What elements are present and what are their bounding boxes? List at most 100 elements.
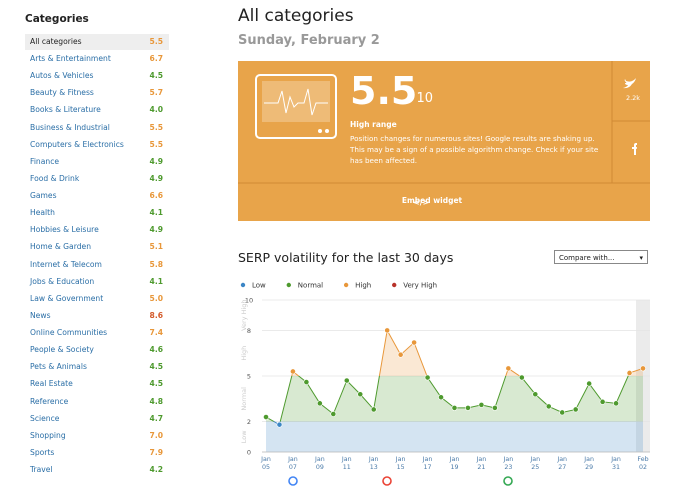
facebook-icon[interactable] <box>632 143 637 155</box>
category-score: 5.7 <box>149 88 163 98</box>
y-tick-label: 10 <box>245 297 253 305</box>
category-row[interactable]: Finance 4.9 <box>25 154 169 170</box>
y-tick-label: 5 <box>247 373 251 381</box>
category-row[interactable]: All categories 5.5 <box>25 34 169 50</box>
x-tick-label: Jan 11 <box>341 456 352 471</box>
point <box>572 406 579 413</box>
category-name: Pets & Animals <box>30 362 87 372</box>
y-tick-label: 0 <box>247 449 251 457</box>
category-name: Arts & Entertainment <box>30 54 111 64</box>
x-tick-label: Jan 07 <box>288 456 298 471</box>
x-tick-label: Jan 29 <box>584 456 594 471</box>
point <box>613 400 619 407</box>
point <box>411 339 418 346</box>
point <box>559 409 566 416</box>
category-row[interactable]: Home & Garden 5.1 <box>25 239 169 255</box>
legend-swatch <box>392 282 397 288</box>
category-row[interactable]: Beauty & Fitness 5.7 <box>25 85 169 101</box>
point <box>626 370 633 376</box>
category-row[interactable]: Pets & Animals 4.5 <box>25 359 169 375</box>
category-row[interactable]: Food & Drink 4.9 <box>25 171 169 187</box>
category-name: All categories <box>30 37 82 46</box>
category-name: Games <box>30 191 57 201</box>
band-label: Normal <box>240 387 248 411</box>
category-row[interactable]: Hobbies & Leisure 4.9 <box>25 222 169 238</box>
point <box>424 374 431 381</box>
category-row[interactable]: Books & Literature 4.0 <box>25 102 169 118</box>
category-score: 4.2 <box>149 465 163 474</box>
category-score: 5.1 <box>149 242 163 252</box>
category-score: 5.0 <box>149 293 163 303</box>
description: Position changes for numerous sites! Goo… <box>350 134 599 165</box>
category-row[interactable]: Reference 4.8 <box>25 394 169 410</box>
category-score: 5.5 <box>149 122 163 132</box>
category-row[interactable]: Games 6.6 <box>25 188 169 204</box>
category-row[interactable]: Business & Industrial 5.5 <box>25 120 169 136</box>
category-row[interactable]: Health 4.1 <box>25 205 169 221</box>
x-tick-label: Jan 23 <box>503 456 514 471</box>
category-row[interactable]: Jobs & Education 4.1 <box>25 274 169 290</box>
category-name: Shopping <box>30 430 66 440</box>
category-name: Finance <box>30 156 60 166</box>
x-tick-label: Jan 25 <box>530 456 541 471</box>
category-name: Home & Garden <box>30 242 92 252</box>
category-name: Computers & Electronics <box>30 139 124 149</box>
category-row[interactable]: Autos & Vehicles 4.5 <box>25 68 169 84</box>
category-score: 4.9 <box>149 225 163 235</box>
category-name: Science <box>30 413 60 423</box>
category-score: 4.1 <box>149 208 163 218</box>
category-name: Sports <box>30 447 55 457</box>
x-tick-label: Jan 21 <box>476 456 487 471</box>
category-name: News <box>30 310 51 320</box>
point <box>330 411 337 417</box>
legend-swatch <box>240 282 246 288</box>
category-row[interactable]: Law & Government 5.0 <box>25 291 169 307</box>
point <box>505 365 512 372</box>
range-label: High range <box>350 120 397 129</box>
compare-dropdown[interactable]: Compare with... ▾ <box>554 250 648 264</box>
category-row[interactable]: Online Communities 7.4 <box>25 325 169 341</box>
chart-title: SERP volatility for the last 30 days <box>238 250 454 265</box>
category-score: 6.6 <box>149 191 163 201</box>
category-name: Hobbies & Leisure <box>30 225 99 235</box>
category-row[interactable]: Travel 4.2 <box>25 462 169 478</box>
page-title: All categories <box>238 6 354 26</box>
point <box>518 374 525 381</box>
twitter-icon[interactable] <box>623 78 636 89</box>
category-score: 4.6 <box>149 345 163 355</box>
category-score: 7.9 <box>149 447 163 457</box>
score-scale: / 10 <box>408 91 434 106</box>
x-tick-label: Jan 31 <box>611 456 621 471</box>
embed-label: Embed widget <box>401 196 463 205</box>
category-score: 8.6 <box>149 310 163 320</box>
category-row[interactable]: Shopping 7.0 <box>25 428 169 444</box>
category-row[interactable]: Science 4.7 <box>25 411 169 427</box>
category-row[interactable]: Real Estate 4.5 <box>25 376 169 392</box>
x-tick-label: Jan 09 <box>314 456 325 471</box>
category-row[interactable]: Arts & Entertainment 6.7 <box>25 51 169 67</box>
category-row[interactable]: People & Society 4.6 <box>25 342 169 358</box>
category-row[interactable]: Internet & Telecom 5.8 <box>25 257 169 273</box>
category-name: Travel <box>30 465 53 474</box>
category-score: 4.1 <box>149 276 163 286</box>
legend-label: High <box>355 282 371 290</box>
category-score: 4.5 <box>149 71 163 81</box>
category-name: Real Estate <box>30 379 73 389</box>
category-row[interactable]: Sports 7.9 <box>25 445 169 461</box>
point <box>370 406 377 413</box>
page-date: Sunday, February 2 <box>238 33 380 48</box>
point <box>478 401 485 408</box>
category-score: 4.9 <box>149 156 163 166</box>
category-name: Jobs & Education <box>30 276 95 286</box>
point <box>438 394 444 401</box>
category-name: Law & Government <box>30 293 104 303</box>
category-row[interactable]: News 8.6 <box>25 308 169 324</box>
category-name: Business & Industrial <box>30 122 110 132</box>
category-score: 4.5 <box>149 362 163 372</box>
category-row[interactable]: Computers & Electronics 5.5 <box>25 137 169 153</box>
embed-button[interactable]: Embed widget <box>238 196 612 205</box>
category-score: 4.5 <box>149 379 163 389</box>
point <box>545 403 552 410</box>
